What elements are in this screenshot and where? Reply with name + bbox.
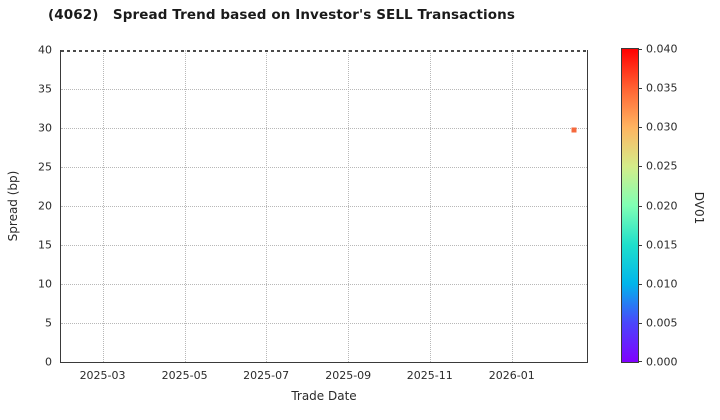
colorbar-tick-label: 0.035 [646, 81, 678, 95]
x-tick-label: 2025-11 [406, 369, 453, 382]
y-tick-label: 35 [38, 82, 52, 96]
gridline-vertical [429, 50, 431, 362]
colorbar-tick-label: 0.020 [646, 199, 678, 212]
x-axis-label: Trade Date [291, 389, 357, 403]
colorbar-tick-label: 0.000 [646, 355, 678, 369]
colorbar-tick-label: 0.005 [646, 316, 678, 330]
x-tick-label: 2025-09 [325, 369, 372, 382]
gridline-horizontal [61, 167, 587, 168]
x-tick-label: 2025-03 [79, 369, 126, 382]
colorbar-tick-label: 0.025 [646, 159, 678, 173]
y-tick-label: 30 [38, 121, 52, 135]
y-axis-label: Spread (bp) [6, 170, 20, 242]
y-tick-label: 5 [45, 316, 52, 330]
y-tick-label: 0 [45, 355, 52, 369]
colorbar-tickmark [638, 166, 642, 168]
colorbar-tickmark [638, 283, 642, 285]
gridline-vertical [184, 50, 186, 362]
colorbar-tick-label: 0.040 [646, 42, 678, 56]
y-tick-label: 15 [38, 238, 52, 252]
colorbar-axis-label: DV01 [692, 191, 706, 225]
colorbar-tickmark [638, 205, 642, 207]
gridline-horizontal [61, 128, 587, 129]
colorbar-tickmark [638, 244, 642, 246]
y-tick-label: 10 [38, 277, 52, 291]
top-spine-dashed [61, 50, 587, 52]
x-tick-label: 2025-05 [161, 369, 208, 382]
colorbar-tickmark [638, 361, 642, 362]
gridline-horizontal [61, 245, 587, 246]
colorbar-tick-label: 0.015 [646, 238, 678, 252]
gridline-vertical [511, 50, 513, 362]
y-tick-label: 25 [38, 160, 52, 174]
gridline-vertical [102, 50, 104, 362]
scatter-data-point [571, 127, 577, 133]
colorbar-tickmark [638, 49, 642, 50]
gridline-horizontal [61, 206, 587, 207]
gridline-vertical [348, 50, 350, 362]
gridline-horizontal [61, 89, 587, 90]
colorbar-tick-label: 0.010 [646, 277, 678, 291]
plot-area: 40 35 30 25 20 15 10 5 0 2025-03 2025-05… [38, 44, 588, 403]
y-tick-label: 20 [38, 199, 52, 213]
gridline-vertical [266, 50, 268, 362]
gridline-horizontal [61, 323, 587, 324]
colorbar-tickmark [638, 322, 642, 324]
colorbar: 0.040 0.035 0.030 0.025 0.020 0.015 0.01… [621, 43, 678, 369]
y-tick-label: 40 [38, 43, 52, 57]
x-tick-label: 2025-07 [243, 369, 290, 382]
x-tick-label: 2026-01 [488, 369, 535, 382]
gridline-horizontal [61, 284, 587, 285]
chart-title: (4062) Spread Trend based on Investor's … [48, 7, 515, 23]
colorbar-tickmark [638, 127, 642, 129]
colorbar-tickmark [638, 88, 642, 90]
colorbar-tick-label: 0.030 [646, 120, 678, 134]
